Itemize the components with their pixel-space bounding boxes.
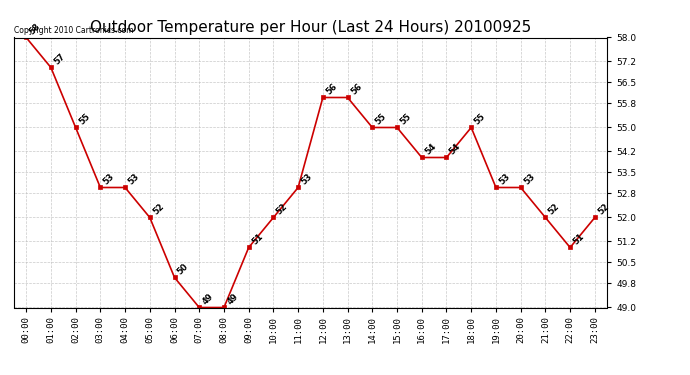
Text: 57: 57	[52, 51, 67, 66]
Text: 53: 53	[522, 171, 537, 186]
Text: 55: 55	[374, 111, 388, 126]
Title: Outdoor Temperature per Hour (Last 24 Hours) 20100925: Outdoor Temperature per Hour (Last 24 Ho…	[90, 20, 531, 35]
Text: 58: 58	[28, 21, 42, 36]
Text: 49: 49	[201, 291, 215, 306]
Text: 52: 52	[275, 201, 290, 216]
Text: 54: 54	[423, 141, 438, 156]
Text: 53: 53	[299, 171, 314, 186]
Text: 52: 52	[151, 201, 166, 216]
Text: 52: 52	[596, 201, 611, 216]
Text: 55: 55	[473, 111, 487, 126]
Text: 49: 49	[226, 291, 240, 306]
Text: Copyright 2010 Cartronics.com: Copyright 2010 Cartronics.com	[14, 26, 133, 35]
Text: 53: 53	[126, 171, 141, 186]
Text: 55: 55	[77, 111, 92, 126]
Text: 54: 54	[448, 141, 462, 156]
Text: 56: 56	[324, 81, 339, 96]
Text: 51: 51	[571, 231, 586, 246]
Text: 55: 55	[398, 111, 413, 126]
Text: 53: 53	[497, 171, 512, 186]
Text: 51: 51	[250, 231, 265, 246]
Text: 56: 56	[349, 81, 364, 96]
Text: 53: 53	[101, 171, 117, 186]
Text: 52: 52	[546, 201, 562, 216]
Text: 50: 50	[176, 261, 190, 276]
